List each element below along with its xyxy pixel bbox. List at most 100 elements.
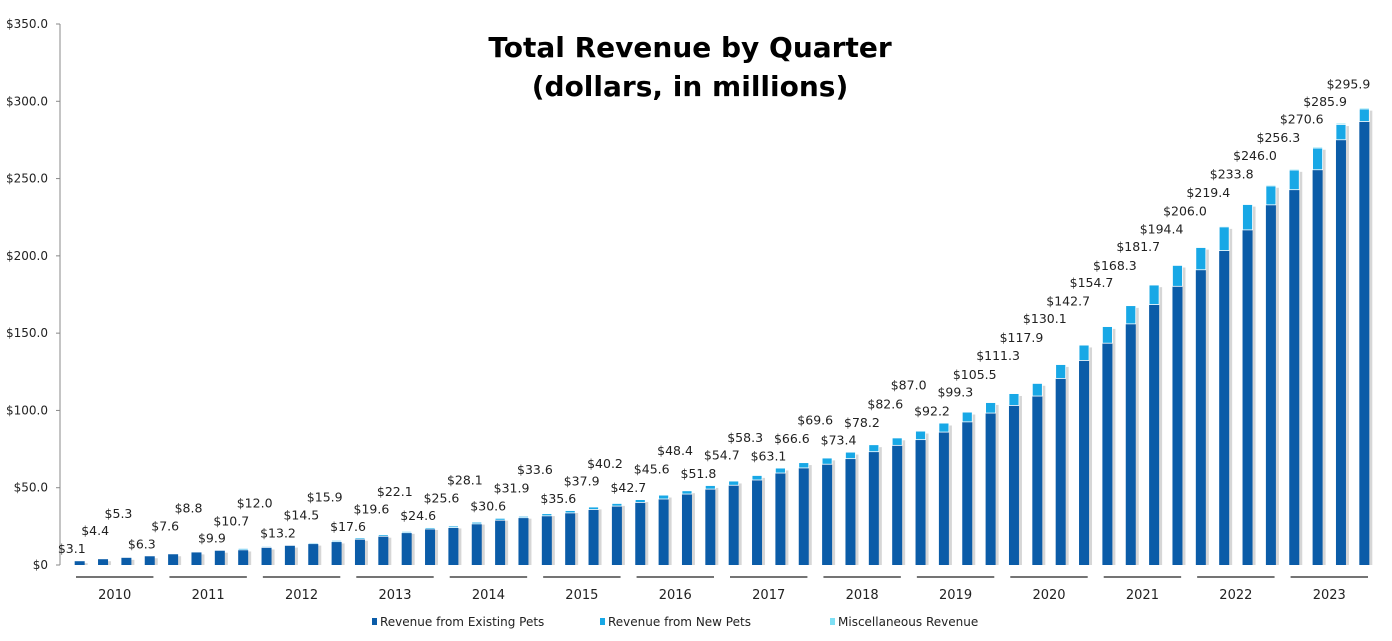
year-label: 2019 <box>939 588 972 603</box>
bar-segment-miscellaneous-revenue <box>938 422 950 424</box>
data-label: $66.6 <box>774 431 810 446</box>
bar-segment-revenue-from-new-pets <box>377 534 389 537</box>
data-label: $48.4 <box>657 443 693 458</box>
legend-label: Miscellaneous Revenue <box>838 615 978 629</box>
bar-segment-revenue-from-existing-pets <box>705 489 716 565</box>
bar-segment-miscellaneous-revenue <box>658 494 670 496</box>
data-label: $154.7 <box>1070 275 1114 290</box>
data-label: $295.9 <box>1327 77 1371 92</box>
bar-segment-revenue-from-new-pets <box>868 444 880 453</box>
data-label: $285.9 <box>1303 94 1347 109</box>
y-tick-label: $250.0 <box>6 172 48 186</box>
bar-segment-revenue-from-new-pets <box>97 557 109 560</box>
bar-segment-revenue-from-existing-pets <box>681 494 692 565</box>
year-label: 2014 <box>472 588 505 603</box>
bar-segment-revenue-from-existing-pets <box>868 451 879 565</box>
data-label: $51.8 <box>681 466 717 481</box>
data-label: $15.9 <box>307 489 343 504</box>
data-label: $270.6 <box>1280 112 1324 127</box>
bar-segment-revenue-from-new-pets <box>1172 264 1183 287</box>
bar-segment-revenue-from-new-pets <box>938 422 950 433</box>
data-label: $17.6 <box>330 519 366 534</box>
bar-segment-revenue-from-existing-pets <box>845 458 856 565</box>
data-label: $33.6 <box>517 462 553 477</box>
bar-segment-revenue-from-existing-pets <box>892 445 903 565</box>
bar-segment-revenue-from-new-pets <box>1195 247 1207 271</box>
bar-segment-revenue-from-new-pets <box>1101 326 1113 344</box>
bar-segment-miscellaneous-revenue <box>1265 184 1277 187</box>
bar-segment-revenue-from-existing-pets <box>1312 169 1323 565</box>
bar-segment-miscellaneous-revenue <box>1242 203 1253 205</box>
data-label: $8.8 <box>175 500 203 515</box>
bar-segment-miscellaneous-revenue <box>611 502 623 504</box>
year-label: 2012 <box>285 588 318 603</box>
data-label: $7.6 <box>151 518 179 533</box>
data-label: $105.5 <box>953 367 997 382</box>
bar-segment-miscellaneous-revenue <box>774 467 786 469</box>
bar-segment-revenue-from-new-pets <box>191 550 202 553</box>
bar-segment-revenue-from-existing-pets <box>1032 396 1043 565</box>
bar-segment-revenue-from-new-pets <box>1288 169 1300 191</box>
bar-segment-revenue-from-existing-pets <box>518 517 529 565</box>
legend-label: Revenue from New Pets <box>608 615 751 629</box>
data-label: $99.3 <box>937 385 973 400</box>
data-label: $246.0 <box>1233 148 1277 163</box>
bar-segment-revenue-from-existing-pets <box>938 432 949 565</box>
data-label: $256.3 <box>1257 130 1301 145</box>
bar-segment-revenue-from-new-pets <box>144 554 156 557</box>
bar-segment-revenue-from-existing-pets <box>565 512 576 565</box>
data-label: $54.7 <box>704 447 740 462</box>
data-label: $4.4 <box>81 523 109 538</box>
chart-title-line-2: (dollars, in millions) <box>532 70 849 103</box>
data-label: $9.9 <box>198 531 226 546</box>
bar-segment-miscellaneous-revenue <box>1148 283 1160 286</box>
bar-segment-revenue-from-existing-pets <box>728 485 739 565</box>
bar-segment-revenue-from-new-pets <box>1125 305 1137 325</box>
bar-segment-revenue-from-existing-pets <box>1359 121 1370 565</box>
bar-segment-revenue-from-existing-pets <box>144 555 155 565</box>
bar-segment-revenue-from-existing-pets <box>1102 343 1113 565</box>
bar-segment-revenue-from-existing-pets <box>635 502 646 565</box>
bar-segment-miscellaneous-revenue <box>424 526 436 528</box>
bar-segment-revenue-from-existing-pets <box>495 520 506 565</box>
bar-segment-miscellaneous-revenue <box>1031 382 1043 384</box>
bar-segment-revenue-from-existing-pets <box>378 536 389 565</box>
data-label: $73.4 <box>821 433 857 448</box>
data-label: $28.1 <box>447 473 483 488</box>
bar-segment-revenue-from-new-pets <box>891 437 903 446</box>
year-label: 2017 <box>752 588 785 603</box>
data-label: $10.7 <box>213 513 249 528</box>
bar-segment-miscellaneous-revenue <box>961 411 973 413</box>
y-tick-label: $100.0 <box>6 403 48 417</box>
data-label: $219.4 <box>1186 185 1230 200</box>
bar-segment-miscellaneous-revenue <box>564 509 576 511</box>
bar-segment-revenue-from-new-pets <box>284 544 296 546</box>
bar-segment-miscellaneous-revenue <box>1335 122 1347 125</box>
bar-segment-revenue-from-existing-pets <box>1219 250 1230 565</box>
bar-segment-revenue-from-new-pets <box>307 542 319 545</box>
y-tick-label: $50.0 <box>14 481 48 495</box>
bar-segment-miscellaneous-revenue <box>1358 107 1370 110</box>
bar-segment-miscellaneous-revenue <box>681 489 693 492</box>
legend-swatch <box>830 618 835 625</box>
bar-segment-revenue-from-existing-pets <box>121 557 132 565</box>
data-label: $12.0 <box>237 495 273 510</box>
bar-segment-revenue-from-new-pets <box>354 537 366 540</box>
bar-segment-revenue-from-existing-pets <box>1079 360 1090 565</box>
data-label: $13.2 <box>260 526 296 541</box>
y-tick-label: $150.0 <box>6 326 48 340</box>
bar-segment-revenue-from-existing-pets <box>1008 405 1019 565</box>
bar-segment-revenue-from-new-pets <box>120 556 132 558</box>
data-label: $40.2 <box>587 456 623 471</box>
year-label: 2021 <box>1126 588 1159 603</box>
bar-segment-revenue-from-new-pets <box>985 401 997 414</box>
bar-segment-revenue-from-new-pets <box>1358 108 1370 122</box>
bar-segment-miscellaneous-revenue <box>868 443 880 446</box>
bar-segment-revenue-from-existing-pets <box>1055 378 1066 565</box>
year-label: 2020 <box>1032 588 1065 603</box>
y-tick-label: $0 <box>33 558 48 572</box>
data-label: $69.6 <box>797 412 833 427</box>
y-tick-label: $200.0 <box>6 249 48 263</box>
y-tick-label: $350.0 <box>6 17 48 31</box>
